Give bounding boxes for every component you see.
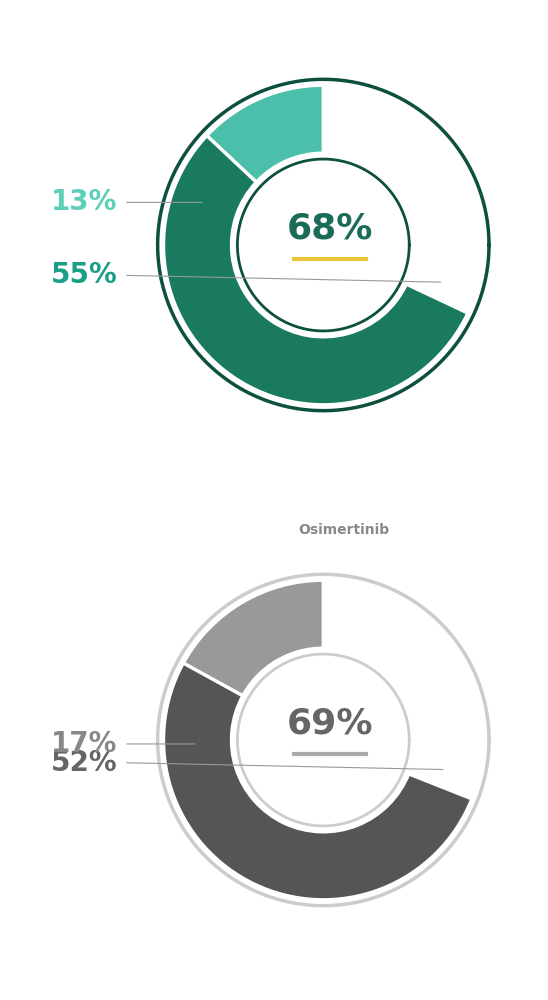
Wedge shape bbox=[165, 664, 470, 898]
Wedge shape bbox=[165, 137, 466, 403]
Text: 13%: 13% bbox=[51, 188, 117, 216]
Text: Osimertinib: Osimertinib bbox=[298, 522, 390, 536]
Wedge shape bbox=[185, 582, 323, 695]
Wedge shape bbox=[323, 582, 482, 798]
Wedge shape bbox=[323, 87, 482, 312]
Text: 69%: 69% bbox=[287, 706, 373, 740]
Text: 68%: 68% bbox=[287, 212, 373, 245]
Text: 17%: 17% bbox=[51, 730, 117, 758]
Wedge shape bbox=[208, 87, 323, 181]
Text: 52%: 52% bbox=[50, 749, 117, 777]
Text: 55%: 55% bbox=[50, 261, 117, 289]
